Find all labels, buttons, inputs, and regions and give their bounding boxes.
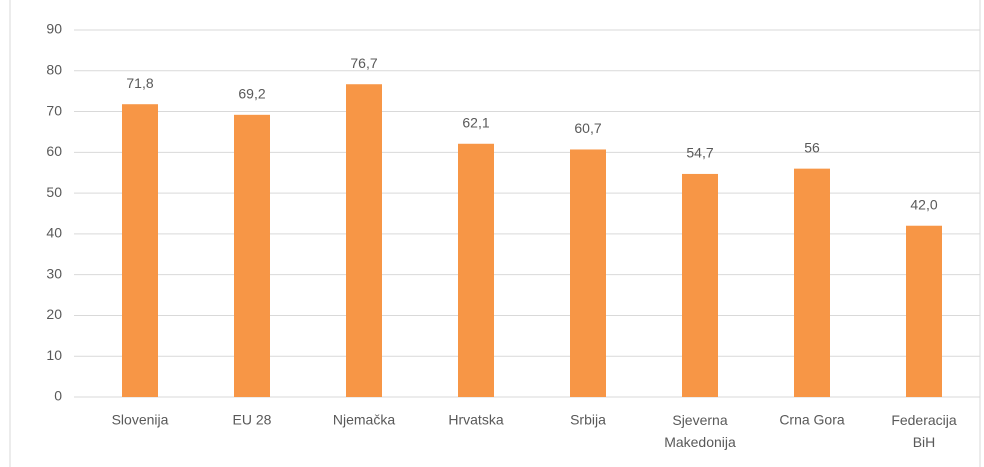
x-tick-label: Njemačka bbox=[333, 412, 395, 428]
x-tick-label: Hrvatska bbox=[448, 412, 503, 428]
data-label: 60,7 bbox=[574, 120, 601, 136]
y-tick-label: 10 bbox=[46, 347, 62, 363]
x-tick-label: Crna Gora bbox=[779, 412, 845, 428]
chart-border bbox=[9, 0, 981, 467]
y-tick-label: 0 bbox=[54, 388, 62, 404]
y-tick-label: 70 bbox=[46, 102, 62, 118]
data-label: 42,0 bbox=[910, 196, 937, 212]
x-tick-label: Sjeverna Makedonija bbox=[664, 412, 736, 450]
y-tick-label: 50 bbox=[46, 184, 62, 200]
data-label: 62,1 bbox=[462, 114, 489, 130]
data-label: 56 bbox=[804, 139, 820, 155]
data-label: 76,7 bbox=[350, 55, 377, 71]
bar bbox=[234, 114, 270, 397]
x-tick-label: Slovenija bbox=[112, 412, 169, 428]
bar bbox=[458, 143, 494, 397]
data-label: 54,7 bbox=[686, 145, 713, 161]
x-tick-label: Federacija BiH bbox=[891, 412, 957, 450]
y-tick-label: 90 bbox=[46, 21, 62, 37]
y-tick-label: 80 bbox=[46, 61, 62, 77]
x-tick-label: Srbija bbox=[570, 412, 606, 428]
data-label: 71,8 bbox=[126, 75, 153, 91]
y-tick-label: 40 bbox=[46, 225, 62, 241]
bar bbox=[906, 225, 942, 397]
y-tick-label: 30 bbox=[46, 265, 62, 281]
bar bbox=[682, 173, 718, 397]
data-label: 69,2 bbox=[238, 86, 265, 102]
bar bbox=[570, 149, 606, 397]
y-tick-label: 60 bbox=[46, 143, 62, 159]
bar bbox=[122, 104, 158, 398]
x-tick-label: EU 28 bbox=[233, 412, 272, 428]
bar bbox=[346, 84, 382, 398]
bar bbox=[794, 168, 830, 397]
y-tick-label: 20 bbox=[46, 306, 62, 322]
